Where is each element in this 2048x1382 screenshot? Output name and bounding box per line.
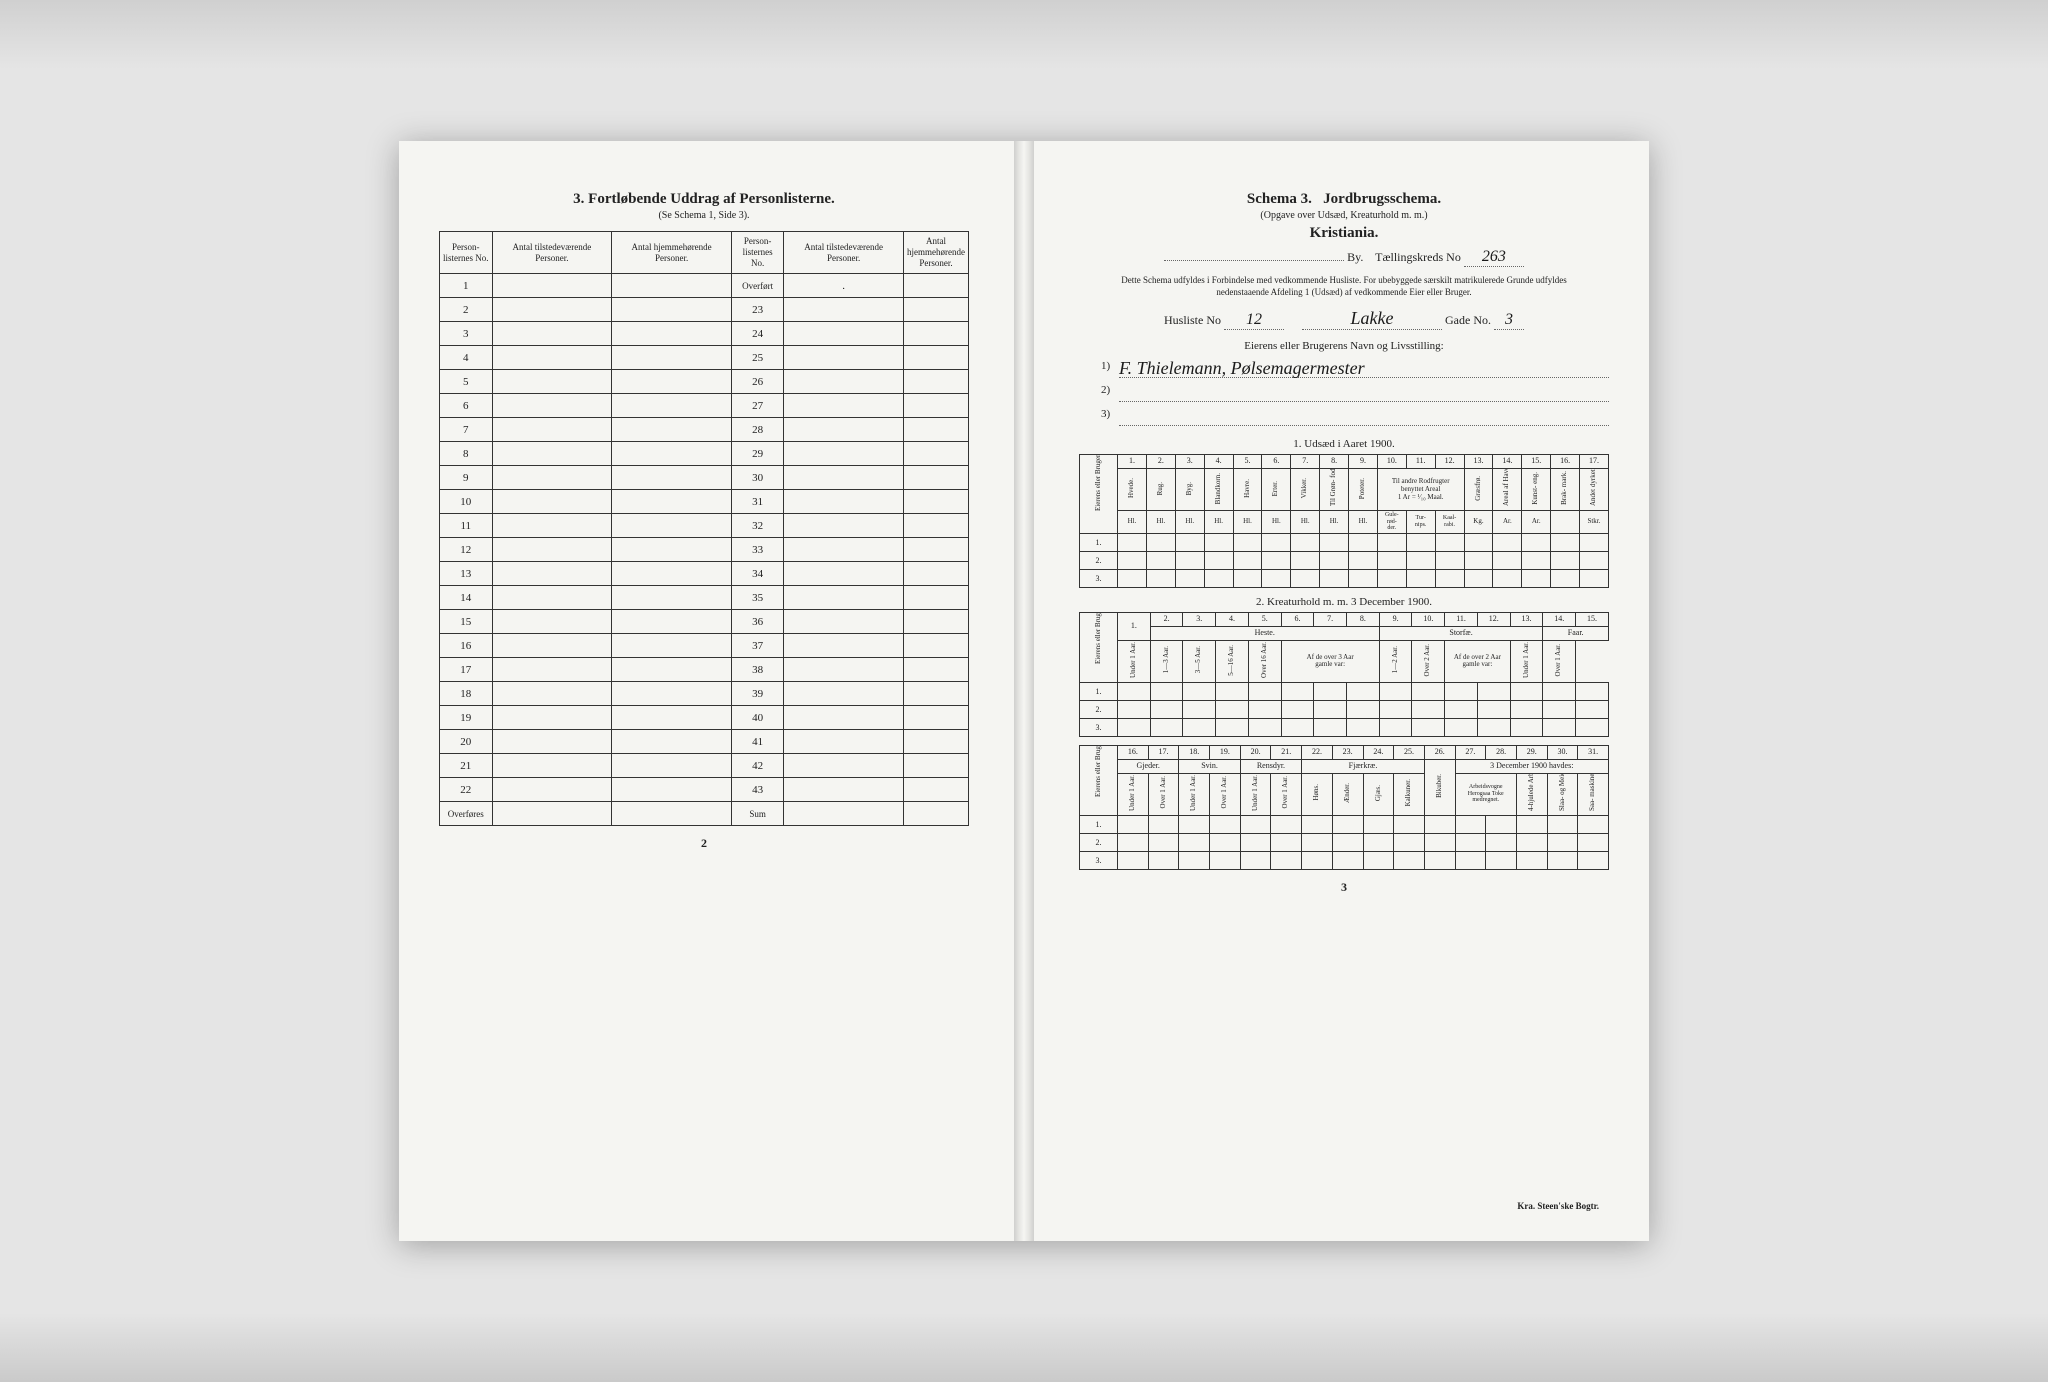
open-book: 3. Fortløbende Uddrag af Personlisterne.…	[399, 141, 1649, 1241]
schema-title: Schema 3. Jordbrugsschema.	[1079, 191, 1609, 208]
col-header-belonging-2: Antal hjemmehørende Personer.	[903, 232, 968, 274]
husliste-no: 12	[1224, 311, 1284, 330]
left-subtitle: (Se Schema 1, Side 3).	[439, 210, 969, 221]
col-header-no-2: Person- listernes No.	[731, 232, 783, 274]
right-page: Schema 3. Jordbrugsschema. (Opgave over …	[1024, 141, 1649, 1241]
owner-lines: 1)F. Thielemann, Pølsemagermester 2) 3)	[1079, 358, 1609, 426]
kreds-label: Tællingskreds No	[1375, 250, 1461, 264]
by-label: By.	[1347, 250, 1363, 264]
form-description: Dette Schema udfyldes i Forbindelse med …	[1079, 275, 1609, 298]
schema-subtitle: (Opgave over Udsæd, Kreaturhold m. m.)	[1079, 210, 1609, 221]
col-header-present-1: Antal tilstedeværende Personer.	[492, 232, 612, 274]
owner-header: Eierens eller Brugerens Navn og Livsstil…	[1079, 340, 1609, 352]
printer-mark: Kra. Steen'ske Bogtr.	[1517, 1201, 1599, 1211]
col-header-present-2: Antal tilstedeværende Personer.	[784, 232, 904, 274]
right-page-number: 3	[1079, 880, 1609, 895]
udsaed-table: Eierens eller Brugerens Numer (se ovenfo…	[1079, 454, 1609, 588]
by-kreds-line: By. Tællingskreds No 263	[1079, 248, 1609, 267]
gade-label: Gade No.	[1445, 313, 1491, 327]
section1-title: 1. Udsæd i Aaret 1900.	[1079, 438, 1609, 450]
street-name: Lakke	[1302, 308, 1442, 330]
kreatur-table-2: Eierens eller Brugerens Numer (se ovenfo…	[1079, 745, 1609, 870]
schema-title-a: Schema 3.	[1247, 191, 1312, 207]
husliste-label: Husliste No	[1164, 313, 1221, 327]
left-page-number: 2	[439, 836, 969, 851]
col-header-no-1: Person- listernes No.	[440, 232, 493, 274]
husliste-line: Husliste No 12 Lakke Gade No. 3	[1079, 308, 1609, 330]
schema-title-b: Jordbrugsschema.	[1323, 191, 1441, 207]
col-header-belonging-1: Antal hjemmehørende Personer.	[612, 232, 732, 274]
left-page: 3. Fortløbende Uddrag af Personlisterne.…	[399, 141, 1024, 1241]
owner-1: F. Thielemann, Pølsemagermester	[1119, 358, 1365, 378]
left-title: 3. Fortløbende Uddrag af Personlisterne.	[439, 191, 969, 208]
city-name: Kristiania.	[1079, 225, 1609, 242]
person-table: Person- listernes No. Antal tilstedevære…	[439, 231, 969, 826]
gade-no: 3	[1494, 311, 1524, 330]
section2-title: 2. Kreaturhold m. m. 3 December 1900.	[1079, 596, 1609, 608]
kreds-no: 263	[1464, 248, 1524, 267]
kreatur-table-1: Eierens eller Brugerens Numer (se ovenfo…	[1079, 612, 1609, 737]
